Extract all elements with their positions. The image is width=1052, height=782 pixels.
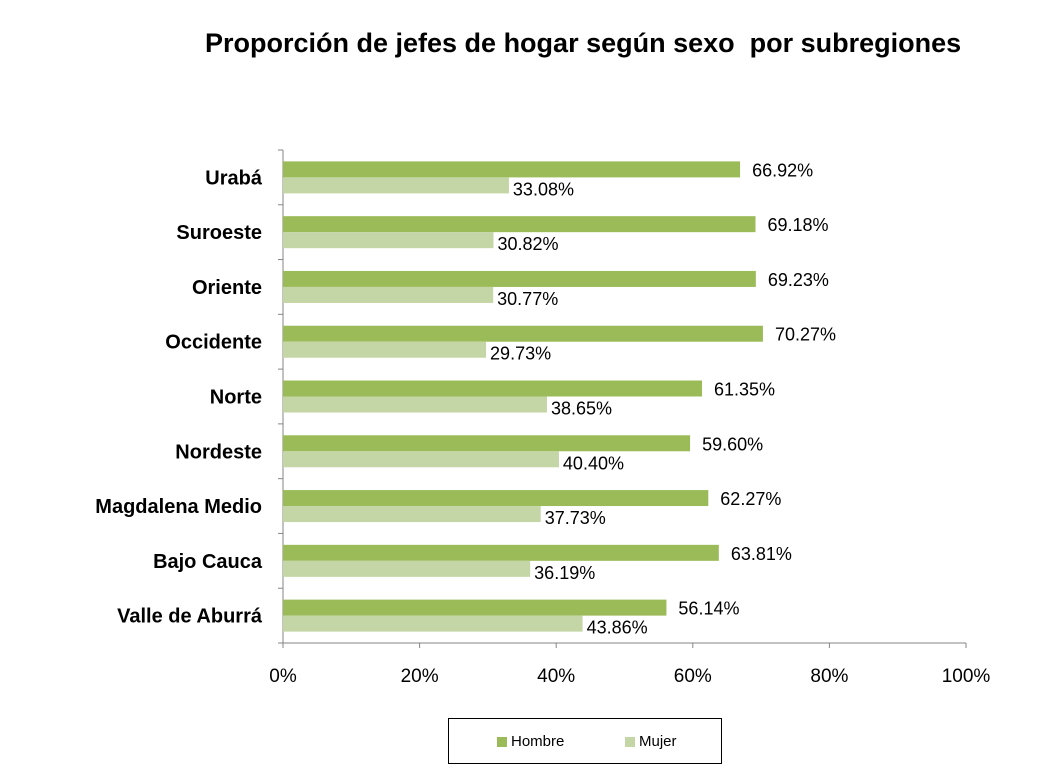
- legend-label-hombre: Hombre: [511, 733, 565, 750]
- legend-label-mujer: Mujer: [639, 733, 677, 750]
- data-label-mujer: 30.77%: [497, 289, 558, 309]
- bar-hombre: [283, 490, 709, 507]
- data-label-hombre: 63.81%: [731, 544, 792, 564]
- bar-mujer: [283, 341, 487, 358]
- data-label-mujer: 37.73%: [545, 508, 606, 528]
- data-label-hombre: 69.23%: [768, 270, 829, 290]
- bar-hombre: [283, 435, 691, 452]
- bar-mujer: [283, 177, 509, 194]
- data-label-mujer: 33.08%: [513, 179, 574, 199]
- bar-mujer: [283, 506, 541, 523]
- bar-hombre: [283, 270, 756, 287]
- legend-item-hombre: Hombre: [497, 733, 564, 750]
- bar-hombre: [283, 599, 667, 616]
- x-tick-label: 60%: [674, 666, 712, 687]
- bar-hombre: [283, 216, 756, 233]
- x-tick-label: 0%: [269, 666, 297, 687]
- bar-hombre: [283, 325, 763, 342]
- bar-hombre: [283, 544, 719, 561]
- data-label-hombre: 56.14%: [678, 599, 739, 619]
- category-label: Oriente: [192, 277, 262, 299]
- bar-mujer: [283, 560, 531, 577]
- category-label: Occidente: [165, 332, 262, 354]
- bar-hombre: [283, 161, 741, 178]
- data-label-mujer: 36.19%: [534, 563, 595, 583]
- bar-mujer: [283, 615, 583, 632]
- category-label: Urabá: [205, 167, 263, 189]
- category-label: Magdalena Medio: [95, 496, 262, 518]
- legend-swatch-mujer: [625, 736, 635, 747]
- legend-swatch-hombre: [497, 736, 507, 747]
- data-label-hombre: 61.35%: [714, 380, 775, 400]
- data-label-hombre: 59.60%: [702, 434, 763, 454]
- bar-mujer: [283, 396, 547, 413]
- data-label-mujer: 40.40%: [563, 453, 624, 473]
- data-label-hombre: 70.27%: [775, 325, 836, 345]
- data-label-hombre: 69.18%: [767, 215, 828, 235]
- category-label: Valle de Aburrá: [117, 606, 263, 628]
- bar-hombre: [283, 380, 703, 397]
- data-label-hombre: 66.92%: [752, 160, 813, 180]
- data-label-mujer: 43.86%: [587, 618, 648, 638]
- data-label-mujer: 29.73%: [490, 344, 551, 364]
- bar-mujer: [283, 232, 494, 249]
- category-label: Norte: [210, 387, 262, 409]
- bar-mujer: [283, 286, 494, 303]
- bar-mujer: [283, 451, 559, 468]
- category-label: Bajo Cauca: [153, 551, 263, 573]
- x-tick-label: 100%: [942, 666, 991, 687]
- x-tick-label: 80%: [810, 666, 848, 687]
- category-label: Nordeste: [175, 441, 262, 463]
- data-label-hombre: 62.27%: [720, 489, 781, 509]
- data-label-mujer: 30.82%: [498, 234, 559, 254]
- legend: Hombre Mujer: [448, 718, 722, 764]
- x-tick-label: 40%: [537, 666, 575, 687]
- chart-title: Proporción de jefes de hogar según sexo …: [205, 28, 962, 58]
- category-label: Suroeste: [176, 222, 262, 244]
- legend-item-mujer: Mujer: [625, 733, 677, 750]
- data-label-mujer: 38.65%: [551, 399, 612, 419]
- x-tick-label: 20%: [401, 666, 439, 687]
